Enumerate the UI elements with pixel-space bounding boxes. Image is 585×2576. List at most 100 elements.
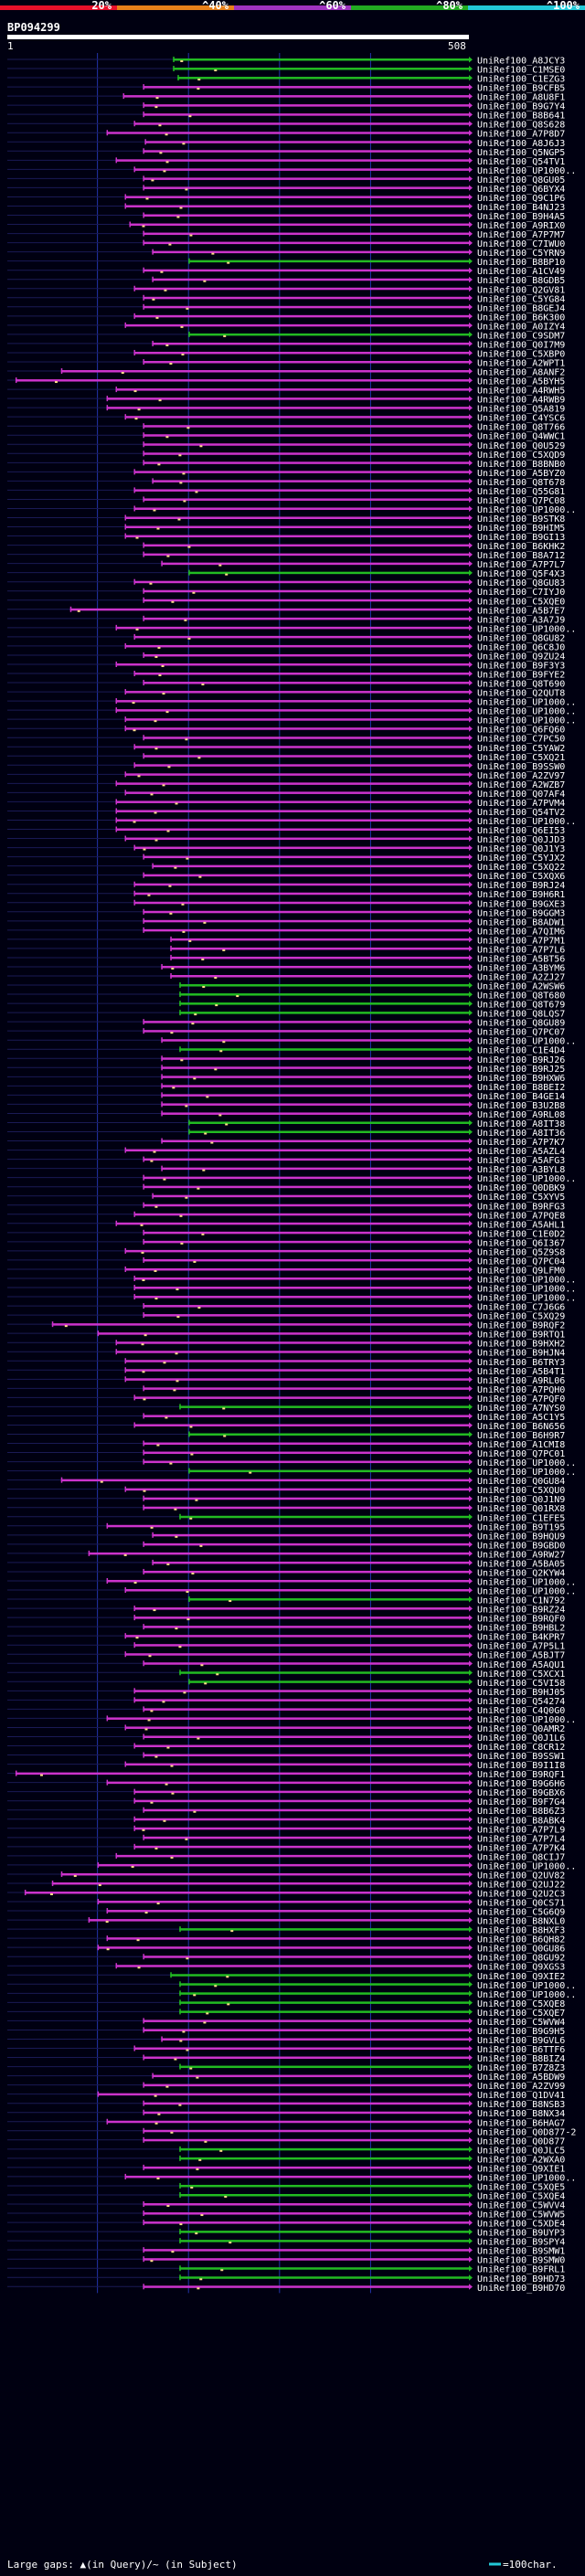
hit-id-label[interactable]: UniRef100_C1E4D4 — [477, 1046, 565, 1056]
hit-id-label[interactable]: UniRef100_UP1000.. — [477, 817, 576, 827]
hit-id-label[interactable]: UniRef100_B8B641 — [477, 111, 565, 122]
hit-id-label[interactable]: UniRef100_A7P7L7 — [477, 560, 565, 570]
hit-row[interactable]: UniRef100_UP1000.. — [7, 2173, 576, 2183]
hit-id-label[interactable]: UniRef100_Q6FQ60 — [477, 726, 565, 736]
hit-row[interactable]: UniRef100_Q9C1P6 — [7, 194, 565, 204]
hit-id-label[interactable]: UniRef100_UP1000.. — [477, 698, 576, 708]
hit-row[interactable]: UniRef100_C1N792 — [7, 1596, 565, 1606]
hit-row[interactable]: UniRef100_B7Z8Z3 — [7, 2063, 565, 2073]
hit-id-label[interactable]: UniRef100_UP1000.. — [477, 1861, 576, 1871]
hit-id-label[interactable]: UniRef100_C4Q0G0 — [477, 1706, 565, 1716]
hit-row[interactable]: UniRef100_C5XQE0 — [7, 597, 565, 607]
hit-row[interactable]: UniRef100_A2ZV97 — [7, 771, 565, 781]
hit-id-label[interactable]: UniRef100_A8JCY3 — [477, 57, 565, 67]
hit-id-label[interactable]: UniRef100_B6KHK2 — [477, 542, 565, 552]
hit-row[interactable]: UniRef100_A5BT56 — [7, 954, 565, 964]
hit-row[interactable]: UniRef100_C5YRN9 — [7, 249, 565, 259]
hit-id-label[interactable]: UniRef100_Q54TV1 — [477, 157, 565, 167]
hit-row[interactable]: UniRef100_B9I1I8 — [7, 1761, 565, 1771]
hit-id-label[interactable]: UniRef100_B9GXE3 — [477, 899, 565, 909]
hit-row[interactable]: UniRef100_C4Q0G0 — [7, 1706, 565, 1716]
hit-id-label[interactable]: UniRef100_C1N792 — [477, 1596, 565, 1606]
hit-id-label[interactable]: UniRef100_Q9XIE2 — [477, 1972, 565, 1982]
hit-row[interactable]: UniRef100_B9FYE2 — [7, 671, 565, 681]
hit-id-label[interactable]: UniRef100_C5XQX6 — [477, 872, 565, 882]
hit-id-label[interactable]: UniRef100_A8U8F1 — [477, 93, 565, 103]
hit-row[interactable]: UniRef100_B9F3Y3 — [7, 661, 565, 671]
hit-id-label[interactable]: UniRef100_A7P7K4 — [477, 1843, 565, 1853]
hit-row[interactable]: UniRef100_B6KHK2 — [7, 542, 565, 552]
hit-row[interactable]: UniRef100_B9T195 — [7, 1522, 565, 1532]
hit-row[interactable]: UniRef100_A7P7L7 — [7, 560, 565, 570]
hit-row[interactable]: UniRef100_Q54TV1 — [7, 157, 565, 167]
hit-id-label[interactable]: UniRef100_A4RWH5 — [477, 387, 565, 397]
hit-row[interactable]: UniRef100_A7QIM6 — [7, 927, 565, 937]
hit-row[interactable]: UniRef100_A3BYM6 — [7, 963, 565, 973]
hit-id-label[interactable]: UniRef100_C5XCX1 — [477, 1670, 565, 1680]
hit-id-label[interactable]: UniRef100_Q8GU89 — [477, 1019, 565, 1029]
hit-row[interactable]: UniRef100_Q8S628 — [7, 121, 565, 131]
hit-row[interactable]: UniRef100_Q0AMR2 — [7, 1724, 565, 1734]
hit-row[interactable]: UniRef100_Q2UV82 — [7, 1871, 565, 1881]
hit-id-label[interactable]: UniRef100_UP1000.. — [477, 1294, 576, 1304]
hit-id-label[interactable]: UniRef100_A5B4T1 — [477, 1367, 565, 1377]
hit-id-label[interactable]: UniRef100_Q54274 — [477, 1697, 565, 1707]
hit-id-label[interactable]: UniRef100_C5XQD9 — [477, 451, 565, 461]
hit-row[interactable]: UniRef100_Q54274 — [7, 1697, 565, 1707]
hit-id-label[interactable]: UniRef100_A5BT56 — [477, 954, 565, 964]
hit-id-label[interactable]: UniRef100_B9RQF2 — [477, 1321, 565, 1331]
hit-id-label[interactable]: UniRef100_B9UYP3 — [477, 2229, 565, 2239]
hit-id-label[interactable]: UniRef100_Q0JJD3 — [477, 835, 565, 845]
hit-id-label[interactable]: UniRef100_A5BA05 — [477, 1559, 565, 1569]
hit-row[interactable]: UniRef100_Q5Z9S8 — [7, 1247, 565, 1257]
hit-id-label[interactable]: UniRef100_UP1000.. — [477, 624, 576, 634]
hit-row[interactable]: UniRef100_A0IZY4 — [7, 322, 565, 332]
hit-row[interactable]: UniRef100_B6K300 — [7, 313, 565, 323]
hit-id-label[interactable]: UniRef100_A2WZB7 — [477, 780, 565, 790]
hit-row[interactable]: UniRef100_Q0JJD3 — [7, 835, 565, 845]
hit-row[interactable]: UniRef100_UP1000.. — [7, 1275, 576, 1285]
hit-id-label[interactable]: UniRef100_B9GBX6 — [477, 1788, 565, 1798]
hit-row[interactable]: UniRef100_A1CV49 — [7, 267, 565, 277]
hit-row[interactable]: UniRef100_Q7PC04 — [7, 1256, 565, 1267]
hit-row[interactable]: UniRef100_UP1000.. — [7, 1285, 576, 1295]
hit-id-label[interactable]: UniRef100_B9STK8 — [477, 514, 565, 525]
hit-id-label[interactable]: UniRef100_B9RJ26 — [477, 1055, 565, 1065]
hit-row[interactable]: UniRef100_A4RWB9 — [7, 396, 565, 406]
hit-row[interactable]: UniRef100_A5B7E7 — [7, 606, 565, 616]
hit-id-label[interactable]: UniRef100_B8HXF3 — [477, 1926, 565, 1936]
hit-id-label[interactable]: UniRef100_Q01RX8 — [477, 1504, 565, 1514]
hit-row[interactable]: UniRef100_B6QH82 — [7, 1935, 565, 1945]
hit-id-label[interactable]: UniRef100_Q6I367 — [477, 1238, 565, 1248]
hit-row[interactable]: UniRef100_Q07AF4 — [7, 790, 565, 800]
hit-row[interactable]: UniRef100_Q7PC08 — [7, 496, 565, 506]
hit-row[interactable]: UniRef100_A9RL08 — [7, 1110, 565, 1120]
hit-row[interactable]: UniRef100_B8BIZ4 — [7, 2054, 565, 2064]
hit-id-label[interactable]: UniRef100_Q8T766 — [477, 423, 565, 433]
hit-id-label[interactable]: UniRef100_Q54TV2 — [477, 808, 565, 818]
hit-id-label[interactable]: UniRef100_Q0JLC5 — [477, 2146, 565, 2156]
hit-row[interactable]: UniRef100_A5AHL1 — [7, 1220, 565, 1230]
hit-id-label[interactable]: UniRef100_Q7PC07 — [477, 1028, 565, 1038]
hit-id-label[interactable]: UniRef100_Q8LQS7 — [477, 1010, 565, 1020]
hit-row[interactable]: UniRef100_B9HXW6 — [7, 1074, 565, 1084]
hit-row[interactable]: UniRef100_Q9XGS3 — [7, 1963, 565, 1973]
hit-row[interactable]: UniRef100_Q7PC01 — [7, 1449, 565, 1459]
hit-row[interactable]: UniRef100_B9SPY4 — [7, 2238, 565, 2248]
hit-row[interactable]: UniRef100_C5XQU0 — [7, 1486, 565, 1496]
hit-id-label[interactable]: UniRef100_Q2U2C3 — [477, 1890, 565, 1900]
hit-row[interactable]: UniRef100_B9H4A5 — [7, 212, 565, 222]
hit-row[interactable]: UniRef100_C5XQE4 — [7, 2191, 565, 2201]
hit-id-label[interactable]: UniRef100_C7PC50 — [477, 735, 565, 745]
hit-id-label[interactable]: UniRef100_Q8CIJ7 — [477, 1852, 565, 1862]
hit-row[interactable]: UniRef100_A7P7M1 — [7, 936, 565, 946]
hit-row[interactable]: UniRef100_A5BYZ0 — [7, 469, 565, 479]
hit-row[interactable]: UniRef100_UP1000.. — [7, 1990, 576, 2000]
hit-id-label[interactable]: UniRef100_B9CFB5 — [477, 84, 565, 94]
hit-row[interactable]: UniRef100_UP1000.. — [7, 1587, 576, 1597]
hit-row[interactable]: UniRef100_A2ZJ27 — [7, 973, 565, 983]
hit-id-label[interactable]: UniRef100_Q0J1L6 — [477, 1733, 565, 1744]
hit-id-label[interactable]: UniRef100_B9SPY4 — [477, 2238, 565, 2248]
hit-row[interactable]: UniRef100_C5YAW2 — [7, 744, 565, 754]
hit-row[interactable]: UniRef100_B9GBD0 — [7, 1541, 565, 1551]
